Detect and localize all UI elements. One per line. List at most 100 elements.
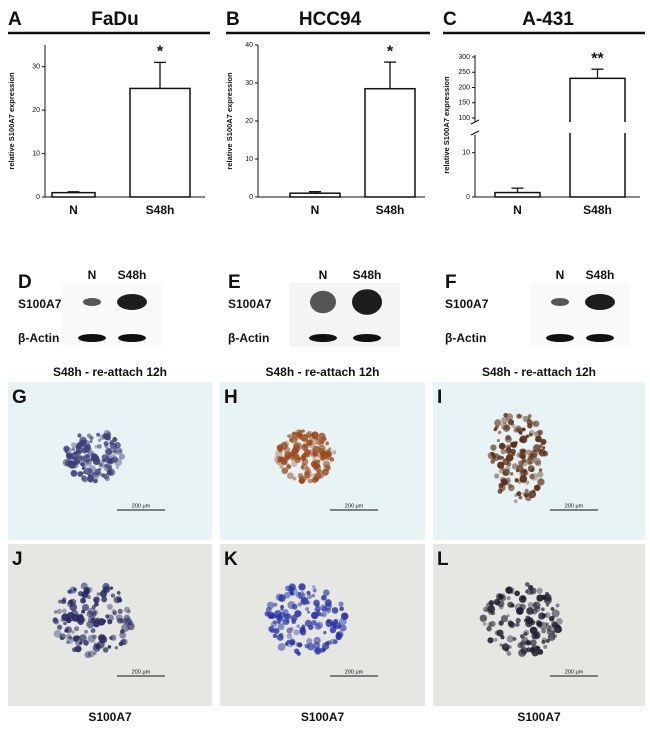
cell	[82, 603, 90, 612]
axis-break	[471, 122, 640, 133]
cell	[306, 439, 313, 446]
caption: S48h - re-attach 12h	[53, 365, 167, 379]
cell	[91, 472, 95, 476]
cell	[502, 468, 510, 476]
cell	[77, 471, 84, 477]
cell	[316, 609, 320, 613]
micrograph	[220, 544, 425, 706]
cell	[53, 629, 62, 638]
cell	[304, 643, 309, 649]
cell	[312, 473, 317, 478]
cell	[88, 615, 96, 624]
cell	[506, 635, 515, 643]
cell	[286, 633, 293, 639]
cell	[84, 467, 92, 476]
cell	[493, 427, 498, 432]
cell	[91, 604, 96, 610]
lane-label: N	[556, 268, 565, 282]
cell	[98, 462, 103, 467]
cell	[118, 453, 126, 460]
cell	[296, 624, 301, 629]
cell	[264, 611, 270, 617]
cell	[507, 419, 514, 426]
cell	[507, 645, 512, 649]
cell	[93, 472, 100, 479]
cell	[98, 634, 105, 642]
cell	[296, 431, 300, 436]
cell	[493, 598, 501, 606]
bar	[51, 191, 96, 198]
cell	[283, 446, 291, 454]
cell	[289, 639, 296, 646]
band	[117, 294, 147, 310]
cell	[85, 459, 92, 467]
cell	[286, 627, 293, 634]
cell	[487, 622, 493, 627]
band	[585, 294, 615, 310]
cell	[500, 635, 505, 640]
cell	[103, 441, 109, 447]
cell	[517, 480, 522, 484]
cell	[510, 448, 516, 455]
cell	[109, 636, 113, 640]
cell	[545, 622, 549, 626]
cell	[83, 439, 91, 447]
cell	[524, 589, 529, 594]
cell	[75, 447, 83, 455]
cell	[300, 597, 309, 605]
cell	[516, 464, 524, 472]
cell	[543, 596, 552, 605]
cell	[512, 637, 517, 641]
cell	[518, 495, 523, 500]
lane-label: S48h	[118, 268, 147, 282]
cell	[298, 583, 306, 591]
cell	[119, 631, 127, 639]
cell	[298, 475, 306, 483]
band	[353, 334, 381, 342]
cell	[106, 603, 113, 610]
cell	[52, 617, 59, 624]
cell	[544, 612, 551, 619]
cell	[547, 633, 556, 641]
cell	[529, 473, 535, 480]
cell	[514, 478, 519, 483]
cell	[311, 611, 319, 620]
cell	[127, 622, 135, 631]
cell	[113, 448, 118, 454]
cell	[118, 449, 123, 454]
cell	[311, 477, 318, 483]
cell	[72, 635, 80, 642]
panel-letter: J	[12, 549, 23, 570]
cell	[278, 632, 284, 638]
cell	[280, 604, 284, 609]
cell	[328, 641, 333, 646]
cell	[62, 608, 67, 614]
y-tick-label: 10	[462, 150, 470, 157]
cell	[511, 463, 519, 470]
cell	[82, 463, 87, 469]
cell	[128, 620, 134, 626]
cell	[529, 626, 538, 635]
break-mark	[470, 130, 480, 136]
row-label: S100A7	[228, 297, 272, 311]
cell	[67, 589, 72, 594]
cell	[490, 444, 497, 451]
cell	[297, 602, 303, 607]
cell	[93, 479, 98, 484]
cell	[102, 582, 110, 591]
band	[78, 334, 106, 342]
panel-letter: K	[224, 549, 238, 570]
significance: *	[157, 44, 164, 61]
cell	[302, 441, 309, 449]
cell	[529, 639, 537, 647]
cell	[329, 626, 337, 634]
cell	[551, 609, 560, 618]
cell	[505, 435, 512, 443]
cell	[284, 641, 289, 646]
cell	[77, 433, 82, 438]
cell	[68, 461, 76, 469]
cell	[315, 621, 324, 629]
cell	[545, 638, 550, 643]
cell	[117, 597, 123, 603]
